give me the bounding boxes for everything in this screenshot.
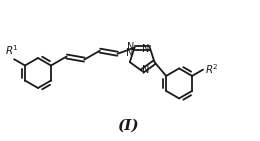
Text: N: N	[127, 42, 134, 52]
Text: N: N	[142, 44, 149, 54]
Text: $R^2$: $R^2$	[205, 62, 219, 76]
Text: (I): (I)	[117, 119, 139, 133]
Text: N: N	[126, 48, 133, 58]
Text: $R^1$: $R^1$	[5, 43, 19, 57]
Text: N: N	[142, 65, 150, 75]
